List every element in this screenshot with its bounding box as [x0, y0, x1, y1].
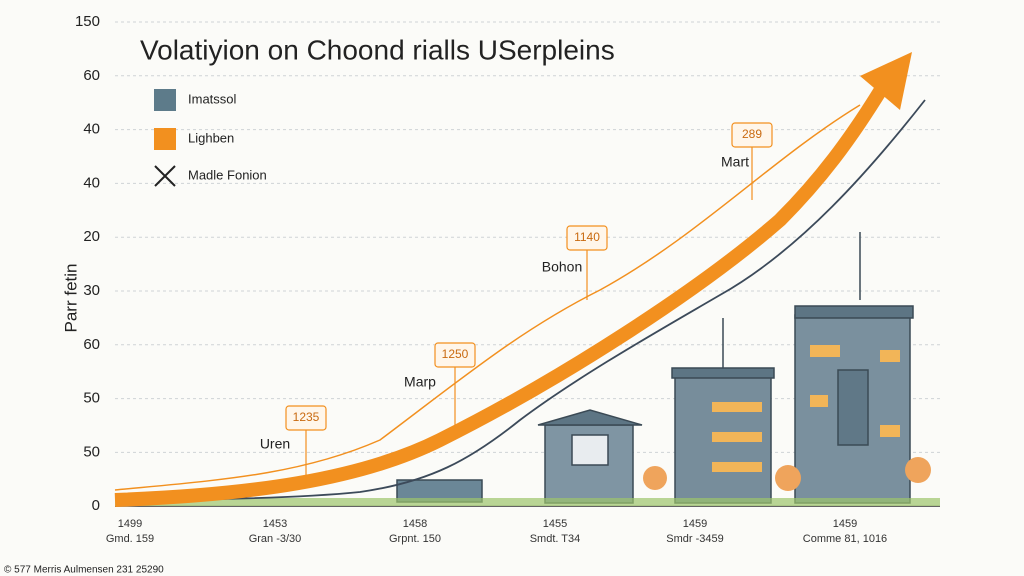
- x-label-top: 1455: [543, 518, 567, 530]
- legend-swatch: [154, 128, 176, 150]
- footer: © 577 Merris Aulmensen 231 25290: [4, 565, 164, 576]
- y-tick-label: 50: [83, 390, 100, 407]
- x-label-top: 1499: [118, 518, 142, 530]
- trend-line: [114, 104, 861, 491]
- x-label-top: 1453: [263, 518, 287, 530]
- x-labels: 1499 Gmd. 159 1453 Gran -3/30 1458 Grpnt. 150…: [106, 518, 887, 545]
- y-tick-label: 0: [92, 497, 100, 514]
- trend-arrow: [114, 84, 888, 507]
- callout-box: [731, 122, 773, 148]
- callout-value: 289: [742, 127, 762, 141]
- x-label-bottom: Grpnt. 150: [389, 533, 441, 545]
- legend-swatch: [154, 89, 176, 111]
- x-label-bottom: Smdr -3459: [666, 533, 723, 545]
- y-tick-label: 60: [83, 336, 100, 353]
- trend-line: [114, 99, 926, 501]
- callout-label: Mart: [721, 154, 749, 170]
- ground: [115, 498, 940, 506]
- callout-box: [285, 405, 327, 431]
- callout-value: 1250: [442, 347, 469, 361]
- callout-label: Uren: [260, 436, 290, 452]
- x-label-bottom: Gran -3/30: [249, 533, 302, 545]
- x-label-bottom: Smdt. T34: [530, 533, 581, 545]
- legend-swatch: [154, 165, 176, 187]
- windows: [712, 345, 900, 472]
- y-axis-label: Parr fetin: [61, 264, 80, 333]
- x-label-top: 1459: [833, 518, 857, 530]
- x-label-top: 1459: [683, 518, 707, 530]
- y-tick-label: 40: [83, 174, 100, 191]
- title: Volatiyion on Choond rialls USerpleins: [140, 34, 615, 65]
- y-tick-label: 30: [83, 282, 100, 299]
- x-label-top: 1458: [403, 518, 427, 530]
- legend-label: Lighben: [188, 130, 234, 145]
- callout-value: 1140: [574, 230, 600, 244]
- y-tick-label: 40: [83, 121, 100, 138]
- y-tick-label: 60: [83, 67, 100, 84]
- arrow-head: [860, 52, 912, 110]
- x-label-bottom: Comme 81, 1016: [803, 533, 887, 545]
- callout-box: [566, 225, 608, 251]
- callout-box: [434, 342, 476, 368]
- grid: 150 60 40 40 20 30 60 50 50 0: [75, 13, 940, 514]
- legend-label: Imatssol: [188, 91, 237, 106]
- x-label-bottom: Gmd. 159: [106, 533, 154, 545]
- callout-label: Marp: [404, 374, 436, 390]
- y-tick-label: 150: [75, 13, 100, 30]
- buildings: [396, 232, 914, 504]
- y-tick-label: 20: [83, 228, 100, 245]
- legend-label: Madle Fonion: [188, 167, 267, 182]
- y-tick-label: 50: [83, 443, 100, 460]
- callout-value: 1235: [293, 410, 320, 424]
- callout-label: Bohon: [542, 259, 582, 275]
- trees: [643, 457, 931, 491]
